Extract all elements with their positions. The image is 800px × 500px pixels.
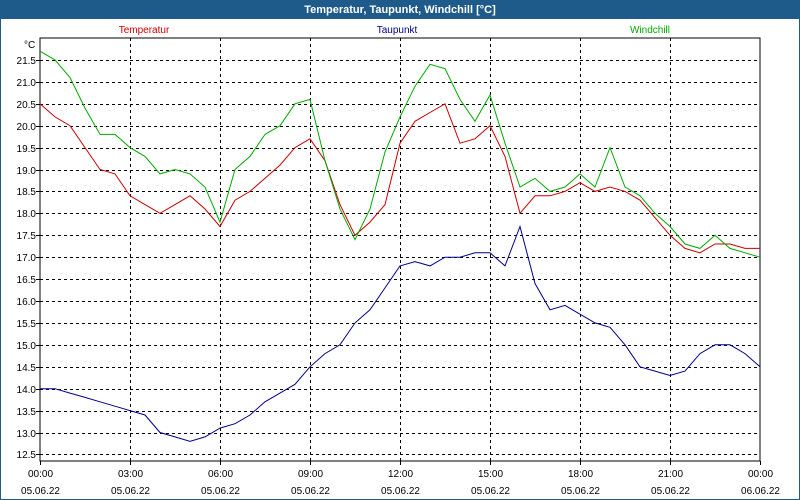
y-tick-label: 13.5 [17, 407, 37, 418]
y-tick-label: 14.5 [17, 363, 37, 374]
y-tick-label: 17.5 [17, 231, 37, 242]
y-tick-label: 21.0 [17, 78, 37, 89]
x-tick-label-time: 09:00 [298, 469, 323, 480]
x-tick-label-time: 00:00 [748, 469, 773, 480]
x-tick-label-date: 05.06.22 [291, 486, 330, 497]
y-tick-label: 17.0 [17, 253, 37, 264]
y-tick-label: 20.5 [17, 100, 37, 111]
y-tick-label: 14.0 [17, 385, 37, 396]
x-tick-label-date: 05.06.22 [651, 486, 690, 497]
y-tick-label: 13.0 [17, 429, 37, 440]
x-tick-label-time: 21:00 [658, 469, 683, 480]
legend-label-windchill: Windchill [630, 25, 670, 36]
series-line-windchill [39, 50, 761, 258]
y-tick-label: 15.5 [17, 319, 37, 330]
x-tick-label-time: 12:00 [388, 469, 413, 480]
x-tick-label-date: 05.06.22 [471, 486, 510, 497]
y-axis-label: °C [24, 40, 35, 51]
x-tick-label-date: 05.06.22 [561, 486, 600, 497]
x-tick-label-date: 05.06.22 [21, 486, 60, 497]
x-tick-label-time: 06:00 [208, 469, 233, 480]
y-tick-label: 20.0 [17, 122, 37, 133]
x-tick-label-time: 15:00 [478, 469, 503, 480]
y-tick-label: 19.5 [17, 144, 37, 155]
x-tick-label-date: 05.06.22 [111, 486, 150, 497]
series-line-taupunkt [40, 224, 761, 442]
x-tick-label-date: 05.06.22 [381, 486, 420, 497]
x-tick-label-time: 00:00 [28, 469, 53, 480]
y-tick-label: 16.5 [17, 275, 37, 286]
legend-label-temperatur: Temperatur [119, 25, 170, 36]
y-tick-label: 18.5 [17, 187, 37, 198]
y-tick-label: 21.5 [17, 56, 37, 67]
y-tick-label: 18.0 [17, 209, 37, 220]
x-tick-label-time: 18:00 [568, 469, 593, 480]
legend-label-taupunkt: Taupunkt [377, 25, 418, 36]
x-tick-label-time: 03:00 [118, 469, 143, 480]
window-title: Temperatur, Taupunkt, Windchill [°C] [1, 1, 799, 19]
x-tick-label-date: 05.06.22 [201, 486, 240, 497]
y-tick-label: 19.0 [17, 166, 37, 177]
x-tick-label-date: 06.06.22 [741, 486, 780, 497]
y-tick-label: 15.0 [17, 341, 37, 352]
series-line-temperatur [39, 103, 760, 254]
y-tick-label: 12.5 [17, 450, 37, 461]
y-tick-label: 16.0 [17, 297, 37, 308]
